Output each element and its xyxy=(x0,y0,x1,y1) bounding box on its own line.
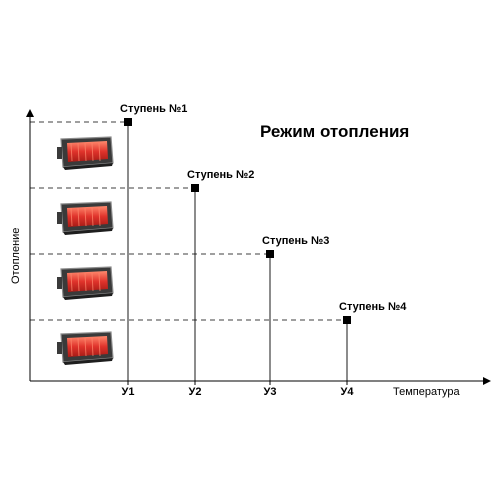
stage-2: Ступень №2 У2 xyxy=(30,169,254,398)
infrared-heater-icon xyxy=(57,266,114,300)
stage-4-marker xyxy=(343,316,351,324)
stage-4: Ступень №4 У4 xyxy=(30,301,407,398)
y-axis-label: Отопление xyxy=(10,228,22,284)
heaters-layer xyxy=(57,136,114,365)
infrared-heater-icon xyxy=(57,331,114,365)
stage-3-tick-label: У3 xyxy=(264,386,277,398)
stage-1-label: Ступень №1 xyxy=(120,103,187,115)
stage-3-label: Ступень №3 xyxy=(262,235,329,247)
stage-4-label: Ступень №4 xyxy=(339,301,407,313)
x-axis-label: Температура xyxy=(393,386,461,398)
stage-2-tick-label: У2 xyxy=(189,386,202,398)
stage-3-marker xyxy=(266,250,274,258)
diagram-title: Режим отопления xyxy=(260,122,409,141)
infrared-heater-icon xyxy=(57,201,114,235)
stage-3: Ступень №3 У3 xyxy=(30,235,329,398)
stage-1-tick-label: У1 xyxy=(122,386,135,398)
stage-4-tick-label: У4 xyxy=(341,386,355,398)
stage-2-marker xyxy=(191,184,199,192)
stage-1: Ступень №1 У1 xyxy=(30,103,187,398)
stage-1-marker xyxy=(124,118,132,126)
stage-2-label: Ступень №2 xyxy=(187,169,254,181)
infrared-heater-icon xyxy=(57,136,114,170)
